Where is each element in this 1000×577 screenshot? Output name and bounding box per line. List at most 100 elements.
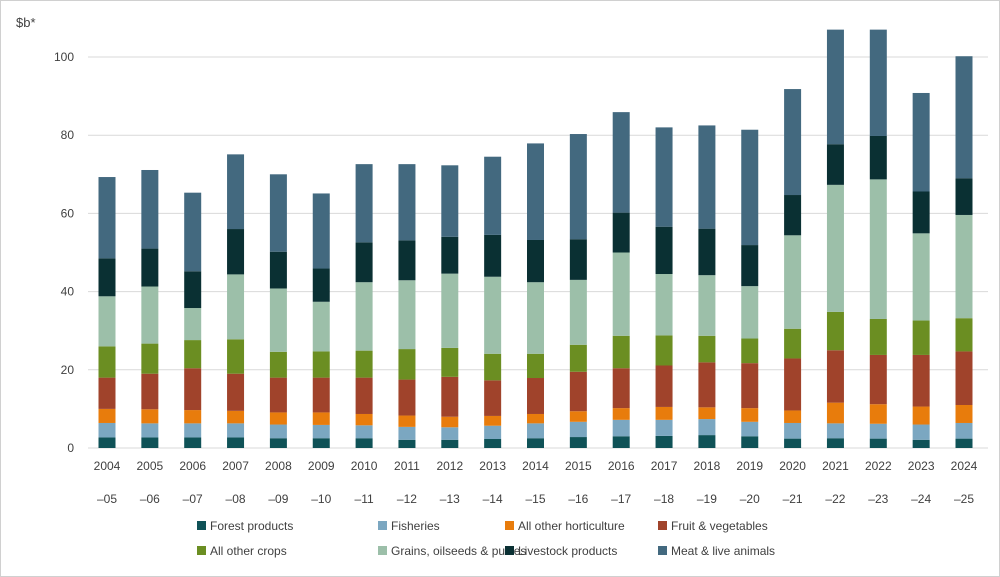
x-tick-label: 2004: [94, 459, 121, 473]
bar-segment: [269, 438, 287, 448]
legend-label: Fisheries: [391, 519, 440, 533]
bar-segment: [398, 240, 416, 281]
x-tick-label: 2009: [308, 459, 335, 473]
bar-segment: [955, 56, 973, 179]
bar-segment: [269, 251, 287, 289]
bar-segment: [484, 415, 502, 426]
bar-segment: [527, 353, 544, 379]
x-tick-label: 2013: [479, 459, 506, 473]
bar-segment: [355, 282, 373, 351]
x-tick-label: 2015: [565, 459, 592, 473]
bar-segment: [869, 135, 887, 180]
bar-segment: [98, 177, 116, 259]
x-tick-label-line2: –13: [440, 492, 460, 506]
bar-segment: [484, 234, 502, 277]
bar-segment: [527, 378, 544, 414]
bar-segment: [612, 419, 630, 437]
x-tick-label: 2012: [436, 459, 463, 473]
x-tick-label-line2: –14: [483, 492, 503, 506]
bar-segment: [612, 212, 630, 253]
x-tick-label-line2: –22: [825, 492, 845, 506]
bar-segment: [784, 438, 802, 448]
x-tick-label: 2010: [351, 459, 378, 473]
x-tick-label: 2005: [136, 459, 163, 473]
bar-segment: [784, 328, 802, 359]
legend-swatch: [197, 546, 206, 555]
bar-segment: [784, 235, 802, 329]
x-tick-label: 2021: [822, 459, 849, 473]
bar-segment: [141, 169, 159, 249]
bar-segment: [698, 362, 716, 408]
bar-segment: [698, 419, 716, 436]
legend-swatch: [505, 521, 514, 530]
bar-segment: [612, 368, 630, 409]
bar-segment: [527, 282, 544, 354]
bar-segment: [612, 252, 630, 336]
bar-segment: [484, 353, 502, 381]
bar-segment: [184, 308, 202, 341]
x-tick-label-line2: –07: [183, 492, 203, 506]
x-tick-label: 2016: [608, 459, 635, 473]
bar-segment: [826, 350, 844, 403]
bar-segment: [312, 377, 330, 413]
bar-segment: [741, 338, 759, 364]
bar-segment: [98, 296, 116, 347]
bar-segment: [484, 439, 502, 448]
bar-segment: [869, 438, 887, 448]
x-tick-label-line2: –19: [697, 492, 717, 506]
bar-segment: [527, 143, 544, 240]
bar-segment: [569, 134, 587, 240]
x-tick-label-line2: –05: [97, 492, 117, 506]
bar-segment: [698, 228, 716, 276]
bar-segment: [184, 271, 202, 309]
bar-segment: [655, 335, 673, 366]
y-tick-label: 80: [61, 128, 75, 142]
bar-segment: [784, 358, 802, 411]
bar-segment: [955, 351, 973, 405]
bar-segment: [398, 426, 416, 440]
bar-segment: [955, 422, 973, 439]
bar-segment: [955, 318, 973, 352]
bar-segment: [741, 129, 759, 246]
bar-segment: [655, 419, 673, 436]
bar-segment: [441, 236, 459, 274]
bar-segment: [355, 425, 373, 439]
x-tick-label: 2020: [779, 459, 806, 473]
bar-segment: [869, 29, 887, 136]
bar-segment: [227, 410, 245, 424]
bar-segment: [227, 373, 245, 411]
bar-segment: [269, 424, 287, 439]
bar-segment: [398, 280, 416, 350]
bar-segment: [655, 226, 673, 275]
bar-segment: [698, 275, 716, 336]
bar-segment: [655, 365, 673, 407]
bar-segment: [569, 279, 587, 345]
bar-segment: [269, 174, 287, 252]
bar-segment: [269, 288, 287, 352]
bar-segment: [826, 311, 844, 351]
bar-segment: [441, 347, 459, 377]
bar-segment: [312, 412, 330, 425]
x-tick-label: 2024: [951, 459, 978, 473]
bar-segment: [655, 127, 673, 227]
bar-segment: [227, 154, 245, 230]
bar-segment: [184, 423, 202, 438]
bar-segment: [141, 343, 159, 374]
bar-segment: [698, 407, 716, 420]
x-tick-label: 2018: [694, 459, 721, 473]
bar-segment: [227, 437, 245, 448]
bar-segment: [184, 192, 202, 272]
bar-segment: [655, 274, 673, 336]
x-tick-label: 2007: [222, 459, 249, 473]
bar-segment: [484, 380, 502, 416]
x-tick-label-line2: –18: [654, 492, 674, 506]
bar-segment: [612, 335, 630, 369]
bar-segment: [398, 439, 416, 448]
bar-segment: [441, 165, 459, 237]
bar-segment: [784, 422, 802, 439]
bar-segment: [655, 435, 673, 448]
legend-swatch: [378, 546, 387, 555]
x-tick-label-line2: –12: [397, 492, 417, 506]
bar-segment: [98, 422, 116, 438]
bar-segment: [912, 354, 930, 407]
